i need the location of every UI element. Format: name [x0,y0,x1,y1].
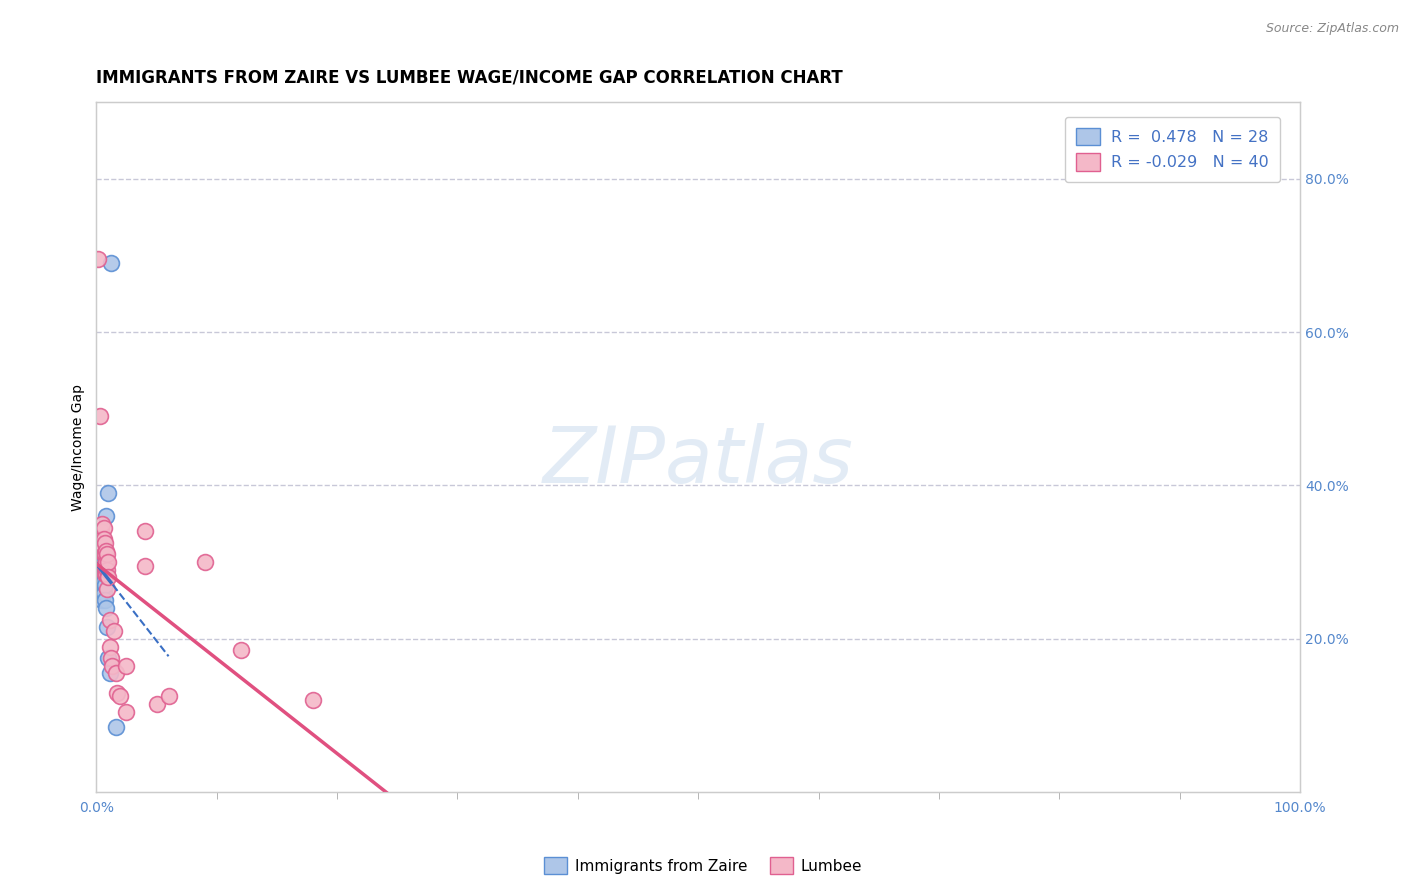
Point [98,666,121,681]
Legend: R =  0.478   N = 28, R = -0.029   N = 40: R = 0.478 N = 28, R = -0.029 N = 40 [1064,117,1279,182]
Point [100,651,122,665]
Point [93,521,115,535]
Point [134,559,156,574]
Point [94,578,117,592]
Point [103,624,125,639]
Point [97,555,120,569]
Point [94,536,117,550]
Point [93,555,115,569]
Point [101,658,124,673]
Y-axis label: Wage/Income Gap: Wage/Income Gap [72,384,86,510]
Point [110,690,132,704]
Text: Source: ZipAtlas.com: Source: ZipAtlas.com [1265,22,1399,36]
Point [96,620,118,634]
Point [86,252,108,267]
Point [90,574,112,589]
Point [94,509,117,524]
Point [91,532,114,546]
Point [91,586,114,600]
Point [90,524,112,539]
Point [89,409,111,424]
Text: IMMIGRANTS FROM ZAIRE VS LUMBEE WAGE/INCOME GAP CORRELATION CHART: IMMIGRANTS FROM ZAIRE VS LUMBEE WAGE/INC… [97,69,844,87]
Point [94,555,117,569]
Point [91,540,114,554]
Point [90,563,112,577]
Point [115,705,138,719]
Point [94,559,117,574]
Point [194,555,217,569]
Point [104,720,127,734]
Point [115,658,138,673]
Point [97,570,120,584]
Point [94,566,117,581]
Point [96,548,118,562]
Point [94,559,117,574]
Point [93,559,115,574]
Point [94,566,117,581]
Point [93,566,115,581]
Point [91,578,114,592]
Text: ZIPatlas: ZIPatlas [543,423,853,499]
Point [91,566,114,581]
Point [93,586,115,600]
Point [96,563,118,577]
Point [100,256,122,270]
Point [93,548,115,562]
Point [105,685,128,699]
Point [94,593,117,607]
Point [87,559,110,574]
Legend: Immigrants from Zaire, Lumbee: Immigrants from Zaire, Lumbee [538,851,868,880]
Point [89,570,111,584]
Point [89,551,111,566]
Point [145,697,167,711]
Point [91,516,114,531]
Point [91,593,114,607]
Point [94,601,117,615]
Point [229,643,252,657]
Point [98,640,121,654]
Point [157,690,180,704]
Point [91,559,114,574]
Point [97,651,120,665]
Point [93,574,115,589]
Point [90,548,112,562]
Point [91,540,114,554]
Point [93,532,115,546]
Point [134,524,156,539]
Point [97,486,120,500]
Point [94,566,117,581]
Point [90,543,112,558]
Point [96,582,118,596]
Point [104,666,127,681]
Point [94,543,117,558]
Point [302,693,325,707]
Point [98,613,121,627]
Point [94,548,117,562]
